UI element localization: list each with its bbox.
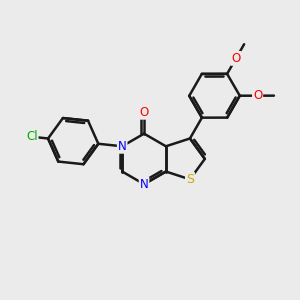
Text: O: O (231, 52, 241, 65)
Text: O: O (253, 89, 262, 102)
Text: Cl: Cl (26, 130, 38, 143)
Text: S: S (186, 173, 194, 186)
Text: N: N (140, 178, 148, 191)
Text: N: N (118, 140, 127, 153)
Text: O: O (140, 106, 149, 119)
